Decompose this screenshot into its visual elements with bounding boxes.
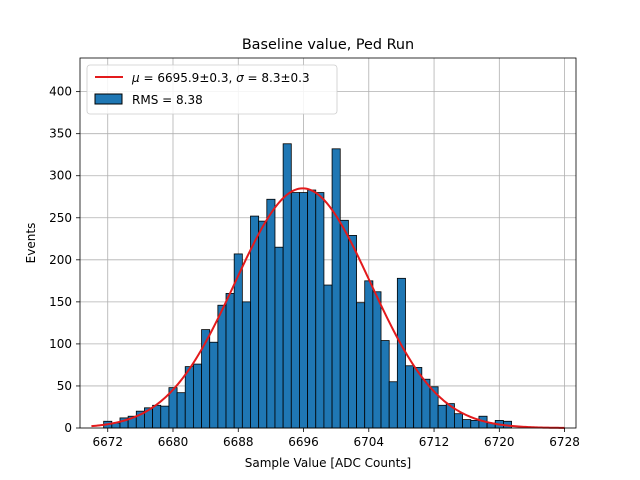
histogram-bar (356, 302, 366, 429)
histogram-bar (184, 366, 194, 429)
histogram-bar (405, 365, 415, 429)
histogram-bar (454, 413, 464, 429)
histogram-bar (307, 189, 317, 429)
chart-title: Baseline value, Ped Run (242, 37, 414, 53)
y-axis-label: Events (24, 223, 38, 264)
x-axis-ticks: 6672 6680 6688 6696 6704 6712 6720 6728 (92, 428, 580, 449)
y-tick-label: 0 (64, 421, 72, 435)
histogram-bar (258, 220, 268, 429)
y-tick-label: 300 (49, 169, 72, 183)
histogram-bar (347, 235, 357, 429)
histogram-bar (470, 420, 480, 429)
y-axis-ticks: 0 50 100 150 200 250 300 350 400 (49, 85, 80, 435)
x-tick-label: 6688 (223, 435, 254, 449)
y-tick-label: 150 (49, 295, 72, 309)
histogram-bar (315, 192, 325, 429)
histogram-bar (152, 404, 162, 429)
plot-frame (79, 57, 577, 429)
x-tick-label: 6712 (419, 435, 450, 449)
histogram-bar (388, 381, 398, 429)
histogram-bar (192, 363, 202, 429)
histogram-bar (372, 291, 382, 429)
legend: μ = 6695.9±0.3, σ = 8.3±0.3 RMS = 8.38 (86, 64, 338, 115)
y-tick-label: 400 (49, 85, 72, 99)
histogram-bar (160, 405, 170, 429)
histogram-bar (209, 341, 219, 429)
x-tick-label: 6720 (484, 435, 515, 449)
histogram-bar (282, 143, 292, 429)
legend-box (86, 64, 338, 115)
y-tick-label: 50 (57, 379, 72, 393)
x-tick-label: 6672 (92, 435, 123, 449)
histogram-bar (331, 148, 341, 429)
legend-histogram-label: RMS = 8.38 (132, 93, 203, 107)
histogram-bar (176, 392, 186, 429)
legend-histogram-swatch (94, 93, 123, 105)
histogram-bar (290, 192, 300, 429)
x-tick-label: 6696 (288, 435, 319, 449)
histogram-bar (225, 293, 235, 429)
histogram-bar (201, 329, 211, 429)
histogram-bar (462, 419, 472, 429)
y-tick-label: 200 (49, 253, 72, 267)
histogram-bar (323, 284, 333, 429)
histogram-bar (274, 246, 284, 429)
x-tick-label: 6704 (354, 435, 385, 449)
histogram-bars (103, 143, 512, 429)
legend-fit-label: μ = 6695.9±0.3, σ = 8.3±0.3 (131, 71, 310, 85)
x-tick-label: 6728 (549, 435, 580, 449)
histogram-bar (437, 404, 447, 429)
y-tick-label: 250 (49, 211, 72, 225)
fit-curve (91, 187, 565, 429)
x-tick-label: 6680 (158, 435, 189, 449)
histogram-bar (241, 301, 251, 429)
histogram-bar (380, 340, 390, 429)
histogram-bar (266, 198, 276, 429)
histogram-bar (339, 219, 349, 429)
histogram-bar (299, 192, 309, 429)
histogram-bar (396, 277, 406, 429)
x-axis-label: Sample Value [ADC Counts] (245, 456, 411, 470)
y-tick-label: 100 (49, 337, 72, 351)
y-tick-label: 350 (49, 127, 72, 141)
histogram-bar (364, 280, 374, 429)
histogram-bar (217, 304, 227, 429)
